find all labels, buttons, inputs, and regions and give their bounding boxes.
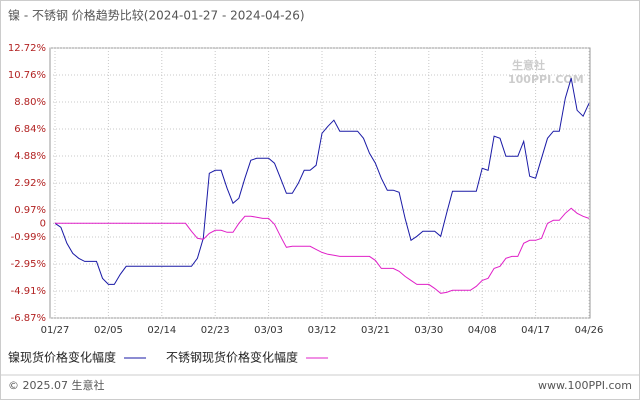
y-tick-label: 8.80% <box>14 97 46 108</box>
x-tick-label: 02/23 <box>201 325 230 336</box>
x-tick-label: 03/30 <box>414 325 443 336</box>
y-tick-label: 0 <box>40 218 46 229</box>
y-tick-label: 2.92% <box>14 178 46 189</box>
y-tick-label: -4.91% <box>11 286 46 297</box>
x-tick-label: 04/08 <box>468 325 497 336</box>
x-tick-label: 03/21 <box>361 325 390 336</box>
footer-right: www.100PPI.com <box>538 379 632 392</box>
x-tick-label: 03/12 <box>308 325 337 336</box>
x-tick-label: 04/17 <box>521 325 550 336</box>
series-line <box>55 207 590 294</box>
watermark-sub: 100PPI.COM <box>508 73 584 86</box>
x-tick-label: 01/27 <box>41 325 70 336</box>
x-tick-label: 03/03 <box>254 325 283 336</box>
legend-label: 镍现货价格变化幅度 <box>8 350 116 365</box>
series-line <box>54 78 590 285</box>
y-tick-label: 4.88% <box>14 151 46 162</box>
y-tick-label: -0.99% <box>11 232 46 243</box>
y-tick-label: 10.76% <box>8 70 46 81</box>
footer-left: © 2025.07 生意社 <box>8 378 104 392</box>
x-tick-label: 04/26 <box>575 325 604 336</box>
y-tick-label: -6.87% <box>11 313 46 324</box>
x-tick-label: 02/14 <box>147 325 176 336</box>
watermark: 生意社 <box>512 58 545 72</box>
chart-title: 镍 - 不锈钢 价格趋势比较(2024-01-27 - 2024-04-26) <box>8 8 305 23</box>
y-tick-label: 12.72% <box>8 43 46 54</box>
x-tick-label: 02/05 <box>94 325 123 336</box>
y-tick-label: 6.84% <box>14 124 46 135</box>
legend-label: 不锈钢现货价格变化幅度 <box>166 350 298 365</box>
y-tick-label: -2.95% <box>11 259 46 270</box>
y-tick-label: 0.97% <box>14 205 46 216</box>
